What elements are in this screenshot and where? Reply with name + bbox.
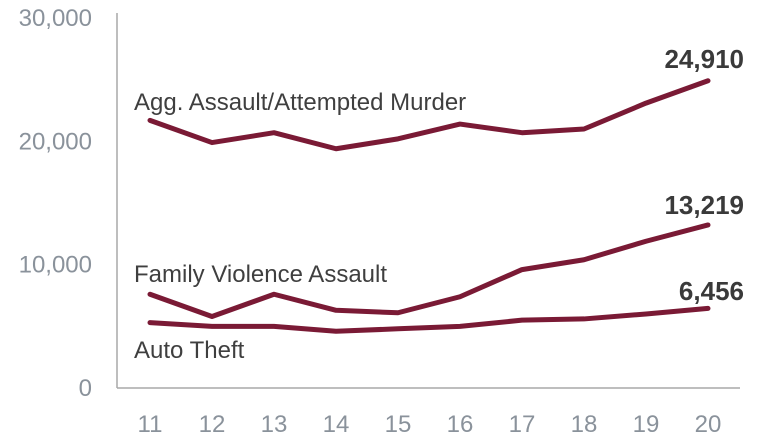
x-tick-label: 16	[447, 411, 474, 438]
series-labels: Agg. Assault/Attempted Murder Family Viol…	[134, 89, 466, 364]
y-axis-ticks: 0 10,000 20,000 30,000	[19, 5, 92, 402]
series-line-1	[147, 222, 711, 319]
series-line-0	[147, 78, 711, 152]
x-tick-label: 14	[323, 411, 350, 438]
x-tick-label: 17	[509, 411, 536, 438]
y-tick-label: 0	[79, 375, 92, 402]
end-value-label-0: 24,910	[664, 44, 744, 74]
y-tick-label: 30,000	[19, 5, 92, 32]
x-tick-label: 15	[385, 411, 412, 438]
end-labels: 24,910 13,219 6,456	[664, 44, 744, 306]
end-value-label-1: 13,219	[664, 190, 744, 220]
series-line-2	[147, 305, 711, 334]
y-tick-label: 20,000	[19, 128, 92, 155]
y-tick-label: 10,000	[19, 252, 92, 279]
x-tick-label: 20	[695, 411, 722, 438]
series-label-2: Auto Theft	[134, 337, 245, 364]
x-tick-label: 19	[633, 411, 660, 438]
x-tick-label: 13	[261, 411, 288, 438]
series-label-0: Agg. Assault/Attempted Murder	[134, 89, 466, 116]
x-tick-label: 12	[199, 411, 226, 438]
x-tick-label: 18	[571, 411, 598, 438]
series-lines	[147, 78, 711, 334]
x-axis-ticks: 11 12 13 14 15 16 17 18 19 20	[138, 411, 722, 438]
x-tick-label: 11	[138, 411, 163, 438]
series-label-1: Family Violence Assault	[134, 261, 387, 288]
end-value-label-2: 6,456	[679, 276, 744, 306]
